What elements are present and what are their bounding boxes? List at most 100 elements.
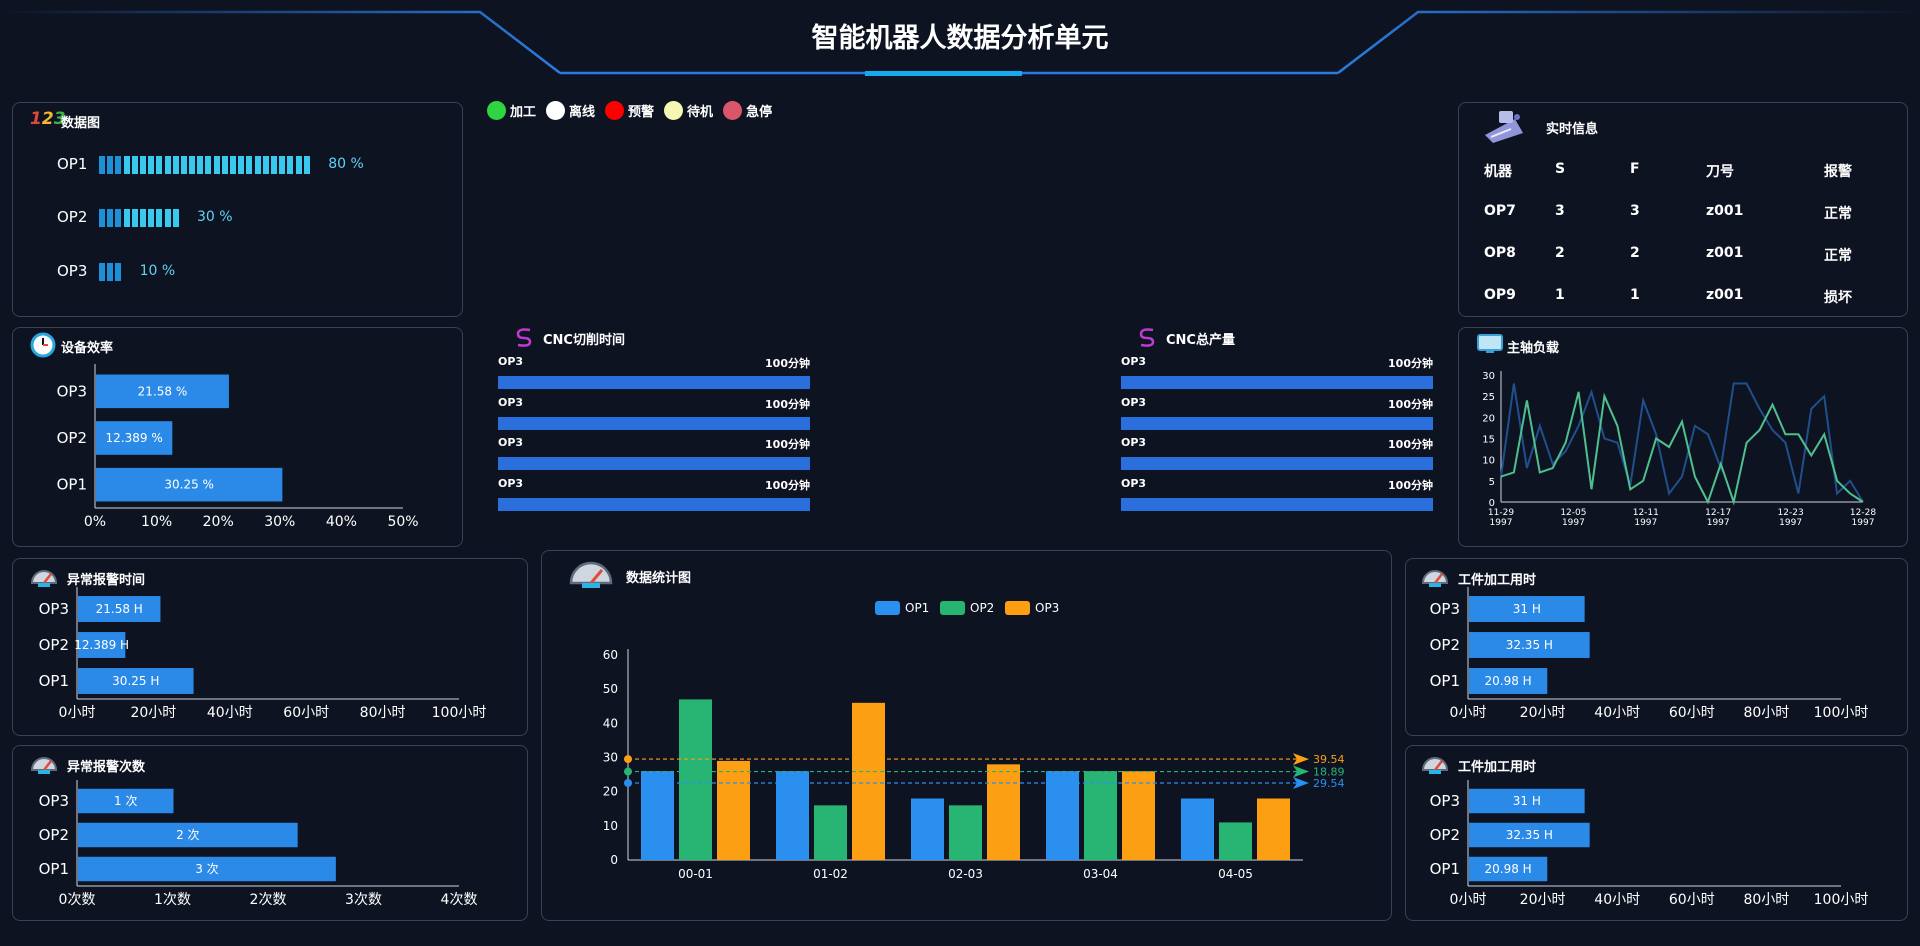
y-tick-label: OP3 bbox=[57, 382, 87, 400]
cnc-row: OP3 100分钟 bbox=[498, 354, 810, 395]
progress-segment bbox=[197, 156, 204, 174]
legend-label: OP1 bbox=[905, 601, 929, 615]
legend-item[interactable]: 离线 bbox=[546, 101, 595, 120]
progress-bar bbox=[99, 156, 312, 174]
legend-label: 待机 bbox=[687, 105, 714, 120]
y-tick-label: 10 bbox=[603, 819, 618, 833]
alarm-count-panel: 异常报警次数 0次数 1次数 2次数 3次数 4次数 OP1 3 次 OP2 2 次 OP3 1 次 bbox=[12, 745, 528, 921]
bar-label: 30.25 % bbox=[164, 478, 214, 492]
cnc-row: OP3 100分钟 bbox=[498, 435, 810, 476]
progress-segment bbox=[279, 156, 286, 174]
cnc-output-list: OP3 100分钟 OP3 100分钟 OP3 100分钟 OP3 100分钟 bbox=[1121, 354, 1433, 516]
work-time-panel-2: 工件加工用时 0小时 20小时 40小时 60小时 80小时 100小时 OP1 20.98 … bbox=[1405, 745, 1908, 921]
x-tick-label: 3次数 bbox=[345, 892, 382, 908]
markline-label: 18.89 bbox=[1313, 766, 1345, 779]
realtime-panel: 实时信息 机器 S F 刀号 报警 OP7 3 3 z001 正常 OP8 2 2 z001 正常 OP9 1 1… bbox=[1458, 102, 1908, 317]
cnc-output-title: CNC总产量 bbox=[1166, 333, 1235, 348]
table-header: F bbox=[1630, 161, 1640, 177]
progress-segment bbox=[148, 156, 155, 174]
table-header: 报警 bbox=[1824, 164, 1852, 180]
cnc-row-bar bbox=[498, 376, 810, 389]
bar-label: 2 次 bbox=[176, 828, 199, 842]
cnc-row: OP3 100分钟 bbox=[1121, 435, 1433, 476]
progress-label: OP1 bbox=[57, 155, 88, 173]
x-tick-label: 50% bbox=[387, 514, 418, 530]
bar bbox=[679, 699, 712, 860]
y-tick-label: OP2 bbox=[39, 636, 69, 654]
progress-segment bbox=[164, 156, 171, 174]
x-tick-label: 2次数 bbox=[250, 892, 287, 908]
panel-title: 工件加工用时 bbox=[1458, 573, 1537, 588]
bar-label: 31 H bbox=[1513, 794, 1541, 808]
table-cell: OP7 bbox=[1484, 203, 1516, 219]
panel-title: 异常报警次数 bbox=[67, 760, 146, 775]
cnc-time-title: CNC切削时间 bbox=[543, 333, 625, 348]
bar-label: 21.58 H bbox=[96, 602, 143, 616]
bar-label: 1 次 bbox=[114, 794, 137, 808]
gauge-icon bbox=[30, 757, 58, 774]
x-tick-label: 0小时 bbox=[1450, 705, 1487, 721]
x-tick-label: 100小时 bbox=[1814, 892, 1869, 908]
progress-segment bbox=[213, 156, 220, 174]
stats-bar-chart: OP1 OP2 OP3 0 10 20 30 40 50 60 00-01 01-02 02-03 03-… bbox=[603, 601, 1345, 881]
work-time-chart-1: 0小时 20小时 40小时 60小时 80小时 100小时 OP1 20.98 H OP2 32.… bbox=[1430, 587, 1869, 721]
bar bbox=[78, 788, 174, 814]
panel-title: 异常报警时间 bbox=[67, 573, 146, 588]
monitor-icon bbox=[1477, 334, 1503, 353]
cnc-row: OP3 100分钟 bbox=[498, 476, 810, 517]
progress-segment bbox=[254, 156, 261, 174]
realtime-table: 机器 S F 刀号 报警 OP7 3 3 z001 正常 OP8 2 2 z001 正常 OP9 1 1 z001 损… bbox=[1459, 103, 1909, 318]
robot-icon bbox=[1485, 111, 1523, 143]
y-tick-label: 30 bbox=[1482, 371, 1495, 382]
x-tick-label: 100小时 bbox=[1814, 705, 1869, 721]
table-header: 机器 bbox=[1484, 164, 1512, 180]
bar bbox=[1122, 771, 1155, 860]
cnc-row-name: OP3 bbox=[1121, 436, 1147, 449]
x-tick-label: 40小时 bbox=[1594, 705, 1640, 721]
progress-segment bbox=[123, 156, 130, 174]
cnc-row-bar bbox=[498, 497, 810, 511]
progress-segment bbox=[172, 156, 179, 174]
cnc-row: OP3 100分钟 bbox=[498, 395, 810, 436]
markline-arrow bbox=[1293, 753, 1309, 766]
progress-bar bbox=[99, 263, 124, 281]
bar-label: 12.389 % bbox=[106, 431, 163, 445]
cnc-row-value: 100分钟 bbox=[1388, 357, 1433, 370]
progress-segment bbox=[164, 209, 171, 227]
x-tick-label: 0小时 bbox=[59, 705, 96, 721]
x-tick-label: 80小时 bbox=[360, 705, 406, 721]
s-logo-icon bbox=[1139, 328, 1155, 347]
x-tick-label: 20小时 bbox=[1520, 892, 1566, 908]
legend-item[interactable]: OP3 bbox=[1005, 601, 1059, 615]
progress-value: 80 % bbox=[328, 156, 364, 172]
cnc-row-bar bbox=[1121, 376, 1433, 389]
progress-segment bbox=[148, 209, 155, 227]
stats-panel: 数据统计图 OP1 OP2 OP3 0 10 20 30 40 50 60 00-01 01-02 02… bbox=[541, 550, 1392, 921]
legend-item[interactable]: 急停 bbox=[723, 101, 772, 120]
progress-segment bbox=[230, 156, 236, 174]
x-tick-label: 30% bbox=[264, 514, 295, 530]
cnc-row-bar bbox=[498, 457, 810, 470]
y-tick-label: OP1 bbox=[1430, 860, 1460, 878]
table-cell: 1 bbox=[1630, 287, 1640, 303]
progress-segment bbox=[156, 156, 163, 174]
legend-item[interactable]: OP2 bbox=[940, 601, 994, 615]
y-tick-label: OP2 bbox=[1430, 826, 1460, 844]
x-tick-label: 100小时 bbox=[432, 705, 487, 721]
y-tick-label: OP1 bbox=[57, 476, 87, 494]
bar bbox=[78, 668, 194, 694]
progress-value: 10 % bbox=[139, 263, 176, 279]
legend-item[interactable]: 加工 bbox=[487, 101, 536, 120]
x-tick-label: 40% bbox=[326, 514, 357, 530]
table-cell: z001 bbox=[1706, 287, 1744, 303]
y-tick-label: OP1 bbox=[39, 672, 69, 690]
y-tick-label: 10 bbox=[1482, 456, 1495, 467]
legend-item[interactable]: 预警 bbox=[605, 101, 654, 120]
cnc-row-bar bbox=[1121, 416, 1433, 430]
legend-item[interactable]: OP1 bbox=[875, 601, 929, 615]
x-tick-label: 0% bbox=[84, 514, 106, 530]
legend-label: 预警 bbox=[628, 105, 655, 120]
cnc-row-name: OP3 bbox=[1121, 395, 1147, 409]
progress-bars: OP1 80 % OP2 30 % OP3 10 % bbox=[13, 103, 464, 318]
legend-item[interactable]: 待机 bbox=[664, 101, 713, 120]
